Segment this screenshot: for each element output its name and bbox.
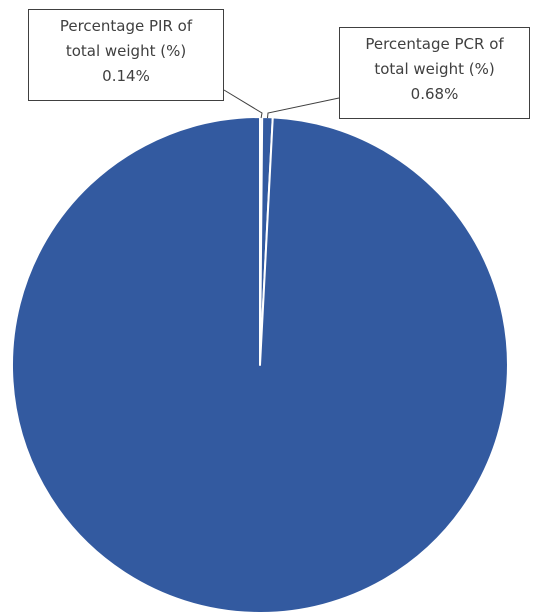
data-label-pcr-line-1: Percentage PCR of (365, 35, 504, 53)
data-label-pir-value: 0.14% (102, 67, 150, 85)
leader-line-pcr (267, 97, 340, 119)
data-label-pcr-value: 0.68% (410, 85, 459, 103)
data-label-pcr: Percentage PCR of total weight (%) 0.68% (339, 27, 530, 119)
data-label-pir-line-2: total weight (%) (65, 42, 187, 60)
data-label-pir: Percentage PIR of total weight (%) 0.14% (28, 9, 224, 101)
data-label-pir-line-1: Percentage PIR of (59, 17, 193, 35)
pie-slice-remainder (11, 116, 509, 612)
leader-line-pir (223, 89, 263, 119)
data-label-pcr-line-2: total weight (%) (374, 60, 495, 78)
